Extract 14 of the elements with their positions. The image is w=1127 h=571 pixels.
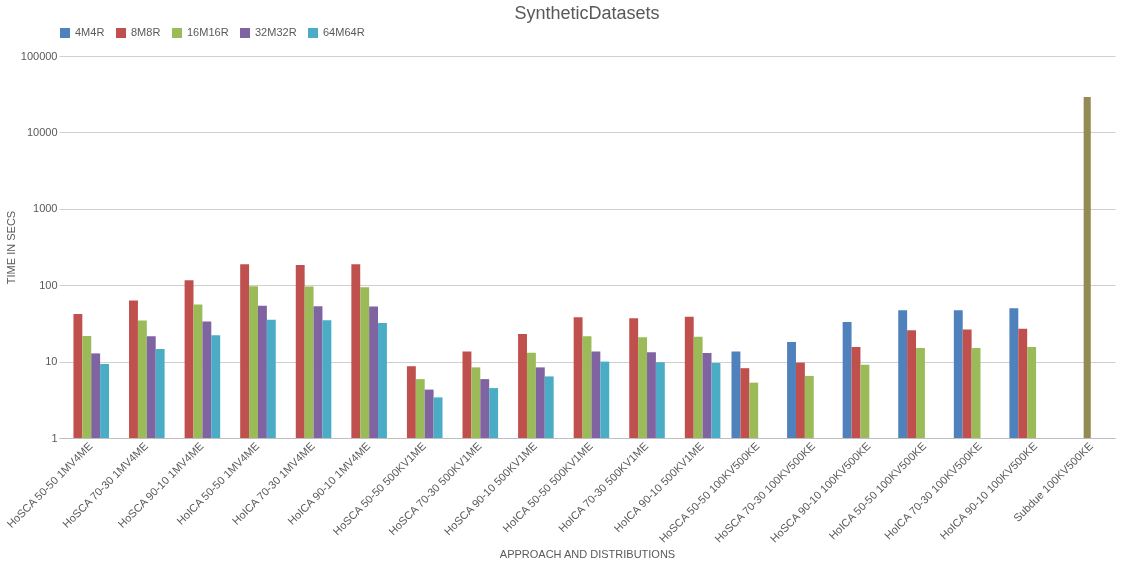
y-tick-label: 100000	[20, 49, 58, 62]
y-tick-label: 1	[51, 431, 58, 444]
y-axis-title: TIME IN SECS	[4, 210, 17, 285]
legend-label: 32M32R	[255, 26, 297, 38]
y-tick-label: 10000	[26, 125, 58, 138]
legend-label: 8M8R	[131, 26, 161, 38]
legend-label: 4M4R	[75, 26, 105, 38]
x-axis-title: APPROACH AND DISTRIBUTIONS	[499, 548, 676, 561]
legend-label: 16M16R	[187, 26, 229, 38]
y-tick-label: 100	[39, 278, 58, 291]
y-tick-label: 10	[45, 355, 58, 368]
legend-label: 64M64R	[323, 26, 365, 38]
y-tick-label: 1000	[33, 202, 58, 215]
chart-title: SyntheticDatasets	[514, 3, 660, 23]
